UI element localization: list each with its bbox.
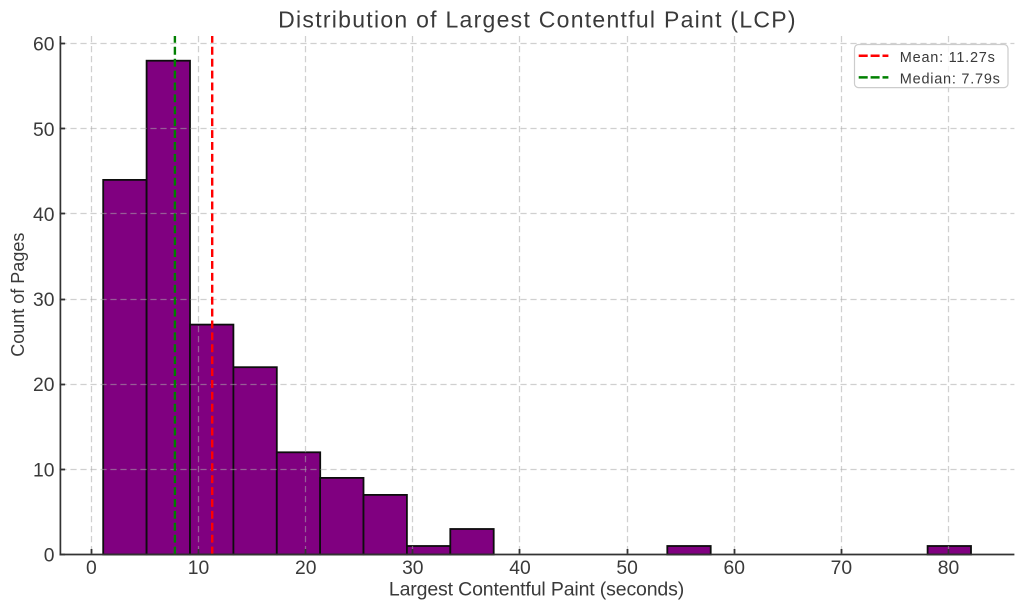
svg-text:0: 0 <box>44 546 55 567</box>
svg-text:10: 10 <box>33 460 54 481</box>
svg-text:30: 30 <box>402 558 423 579</box>
svg-text:60: 60 <box>33 35 54 56</box>
svg-text:50: 50 <box>33 120 54 141</box>
svg-text:40: 40 <box>33 205 54 226</box>
svg-text:10: 10 <box>188 558 209 579</box>
svg-text:Distribution of Largest Conten: Distribution of Largest Contentful Paint… <box>278 7 797 33</box>
svg-text:20: 20 <box>33 375 54 396</box>
svg-text:50: 50 <box>616 558 637 579</box>
svg-text:Largest Contentful Paint (seco: Largest Contentful Paint (seconds) <box>389 579 684 601</box>
svg-text:30: 30 <box>33 290 54 311</box>
svg-text:0: 0 <box>86 558 97 579</box>
svg-text:60: 60 <box>723 558 744 579</box>
svg-text:20: 20 <box>295 558 316 579</box>
svg-text:Median: 7.79s: Median: 7.79s <box>900 72 1001 88</box>
svg-text:Mean: 11.27s: Mean: 11.27s <box>900 50 996 66</box>
svg-text:80: 80 <box>938 558 959 579</box>
svg-text:Count of Pages: Count of Pages <box>8 233 28 357</box>
svg-text:40: 40 <box>509 558 530 579</box>
svg-text:70: 70 <box>831 558 852 579</box>
